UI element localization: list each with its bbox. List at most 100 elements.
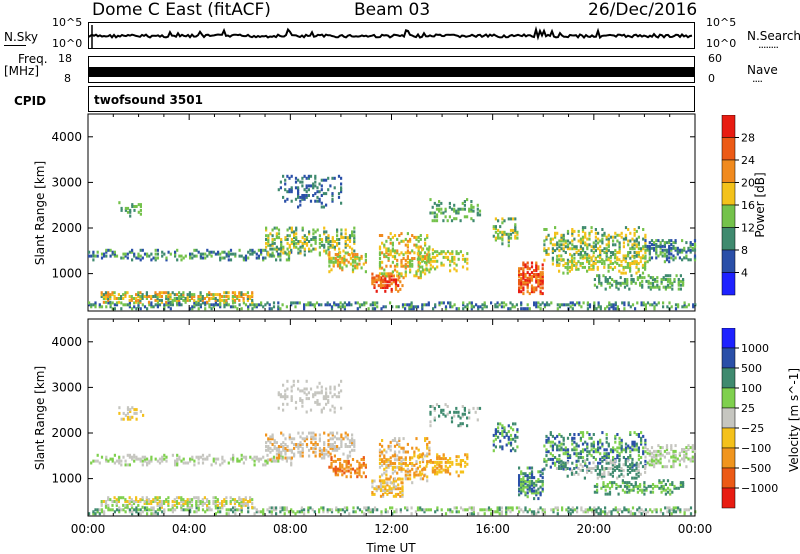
velocity-echo-cell <box>389 456 392 460</box>
power-echo-cell <box>655 252 658 256</box>
power-echo-cell <box>160 300 163 304</box>
velocity-echo-cell <box>346 433 349 437</box>
power-echo-cell <box>615 285 618 289</box>
power-echo-cell <box>251 303 254 307</box>
power-echo-cell <box>309 301 312 305</box>
power-echo-cell <box>631 247 634 251</box>
velocity-echo-cell <box>466 508 469 512</box>
power-plot-frame <box>87 113 696 312</box>
power-echo-cell <box>102 295 105 298</box>
power-echo-cell <box>316 199 319 203</box>
velocity-echo-cell <box>545 448 548 452</box>
power-echo-cell <box>117 293 120 297</box>
velocity-echo-cell <box>358 471 361 475</box>
velocity-echo-cell <box>609 450 613 454</box>
velocity-echo-cell <box>581 434 585 438</box>
velocity-echo-cell <box>233 500 237 503</box>
velocity-echo-cell <box>171 453 174 457</box>
power-echo-cell <box>320 201 323 205</box>
power-echo-cell <box>436 259 439 263</box>
velocity-echo-cell <box>627 446 630 450</box>
velocity-echo-cell <box>623 484 627 488</box>
velocity-echo-cell <box>440 457 443 461</box>
power-echo-cell <box>404 272 407 276</box>
power-echo-cell <box>378 251 382 255</box>
power-echo-cell <box>598 279 601 283</box>
power-echo-cell <box>193 305 196 309</box>
power-echo-cell <box>122 252 125 256</box>
power-echo-cell <box>375 280 378 284</box>
velocity-echo-cell <box>556 506 559 510</box>
velocity-echo-cell <box>501 426 504 430</box>
power-echo-cell <box>620 235 623 239</box>
power-echo-cell <box>588 265 591 269</box>
velocity-echo-cell <box>444 414 447 418</box>
power-echo-cell <box>334 253 337 256</box>
power-echo-cell <box>383 268 386 272</box>
power-echo-cell <box>293 241 296 245</box>
power-echo-cell <box>176 248 179 252</box>
velocity-echo-cell <box>349 475 352 479</box>
velocity-echo-cell <box>285 508 288 512</box>
power-echo-cell <box>288 190 291 194</box>
velocity-echo-cell <box>631 444 634 448</box>
power-echo-cell <box>626 278 629 281</box>
velocity-echo-cell <box>341 465 344 469</box>
power-echo-cell <box>644 305 647 309</box>
power-echo-cell <box>107 293 110 297</box>
velocity-echo-cell <box>609 459 612 463</box>
power-echo-cell <box>364 258 367 262</box>
power-echo-cell <box>629 239 632 243</box>
velocity-echo-cell <box>143 457 147 461</box>
velocity-echo-cell <box>336 448 339 452</box>
power-echo-cell <box>246 291 249 295</box>
power-echo-cell <box>433 215 436 219</box>
power-echo-cell <box>590 258 593 262</box>
power-echo-cell <box>571 243 574 247</box>
velocity-echo-cell <box>113 453 116 457</box>
velocity-echo-cell <box>610 512 613 516</box>
velocity-echo-cell <box>105 459 108 463</box>
power-echo-cell <box>575 245 578 249</box>
velocity-echo-cell <box>377 487 380 491</box>
power-echo-cell <box>434 259 437 263</box>
velocity-echo-cell <box>651 486 655 490</box>
velocity-echo-cell <box>685 508 688 512</box>
power-echo-cell <box>571 247 574 251</box>
velocity-echo-cell <box>505 510 508 514</box>
velocity-echo-cell <box>358 467 361 471</box>
power-echo-cell <box>444 215 447 219</box>
velocity-echo-cell <box>158 502 161 505</box>
velocity-echo-cell <box>135 411 138 415</box>
power-echo-cell <box>607 269 610 273</box>
power-echo-cell <box>238 254 241 258</box>
velocity-echo-cell <box>150 459 153 463</box>
velocity-echo-cell <box>514 433 517 437</box>
power-echo-cell <box>272 254 276 258</box>
power-colorbar-swatch <box>721 249 736 273</box>
power-echo-cell <box>367 307 370 311</box>
power-echo-cell <box>635 265 638 269</box>
velocity-echo-cell <box>596 490 599 494</box>
velocity-echo-cell <box>644 467 647 470</box>
velocity-echo-cell <box>281 508 284 512</box>
power-echo-cell <box>512 217 515 221</box>
velocity-ytick-label: 2000 <box>51 426 82 440</box>
velocity-echo-cell <box>562 438 565 442</box>
power-echo-cell <box>337 174 341 178</box>
power-echo-cell <box>569 305 572 309</box>
power-echo-cell <box>400 262 403 266</box>
power-echo-cell <box>206 293 209 297</box>
power-echo-cell <box>533 290 536 294</box>
power-echo-cell <box>184 300 187 304</box>
power-echo-cell <box>111 291 114 295</box>
power-echo-cell <box>668 260 671 264</box>
power-echo-cell <box>329 240 332 243</box>
power-echo-cell <box>575 247 578 251</box>
power-echo-cell <box>208 291 211 295</box>
velocity-echo-cell <box>637 450 640 454</box>
velocity-echo-cell <box>348 441 352 445</box>
velocity-echo-cell <box>234 512 237 516</box>
velocity-echo-cell <box>424 437 427 441</box>
power-echo-cell <box>607 265 610 269</box>
